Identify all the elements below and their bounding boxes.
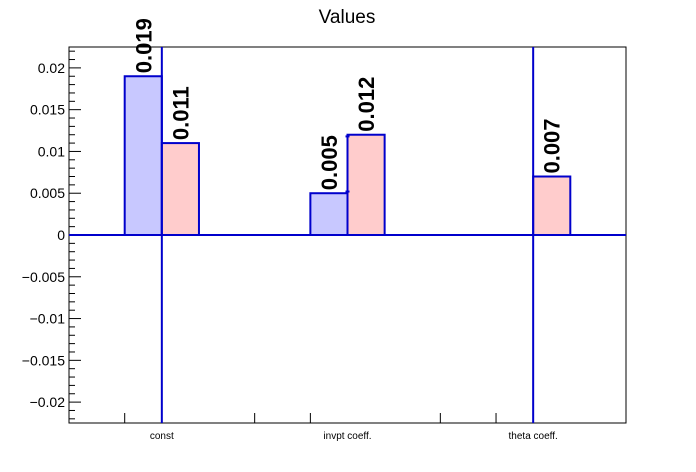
category-label: const <box>150 431 174 442</box>
y-tick-label: 0.02 <box>38 60 65 76</box>
y-tick-label: −0.015 <box>22 352 65 368</box>
y-tick-label: −0.01 <box>30 311 66 327</box>
bar <box>346 133 386 237</box>
y-tick-label: −0.005 <box>22 269 65 285</box>
x-axis: const invpt coeff. theta coeff. <box>124 413 558 442</box>
bar <box>123 75 163 236</box>
data-label: 0.011 <box>168 86 193 140</box>
bar <box>309 192 349 237</box>
data-label: 0.012 <box>354 77 379 132</box>
data-label: 0.005 <box>317 135 342 190</box>
chart-title: Values <box>319 7 376 28</box>
y-tick-label: 0.005 <box>30 185 65 201</box>
category-label: theta coeff. <box>509 431 558 442</box>
y-tick-label: 0.01 <box>38 143 65 159</box>
data-label: 0.019 <box>131 18 156 73</box>
bars <box>123 75 572 237</box>
y-tick-label: 0.015 <box>30 102 65 118</box>
y-tick-label: 0 <box>57 227 65 243</box>
bar <box>160 142 200 236</box>
data-labels: 0.019 0.005 0.011 0.012 0.007 <box>131 18 564 190</box>
y-tick-label: −0.02 <box>30 394 66 410</box>
bar <box>532 175 572 236</box>
category-label: invpt coeff. <box>323 431 371 442</box>
data-label: 0.007 <box>540 118 565 173</box>
